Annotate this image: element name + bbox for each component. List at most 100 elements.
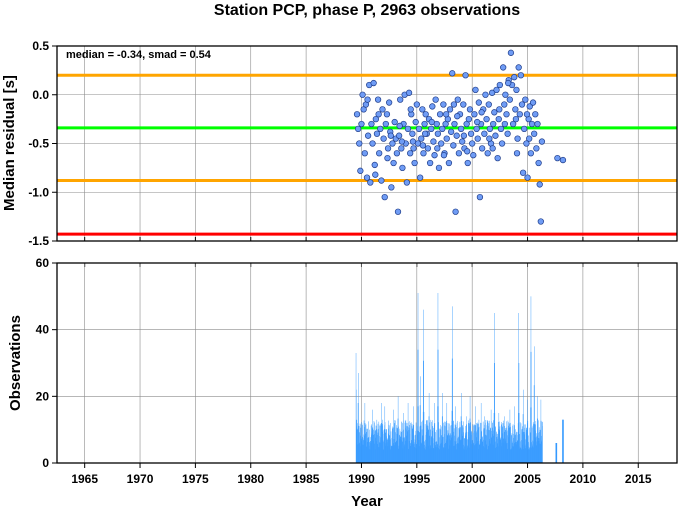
residual-point	[523, 140, 530, 147]
residual-point	[372, 115, 380, 123]
residual-point	[440, 152, 448, 159]
residual-point	[478, 109, 485, 116]
residual-point	[428, 125, 435, 133]
residual-point	[398, 138, 406, 145]
residual-point	[472, 86, 479, 94]
residual-point	[380, 135, 387, 142]
observations-panel: 0 20 40 60 1965 1970 1975 1980 1985 1990 1995 2000…	[7, 256, 678, 510]
chart-title: Station PCP, phase P, 2963 observations	[214, 2, 520, 19]
residual-point	[353, 111, 361, 118]
residual-point	[410, 145, 417, 152]
residual-point	[476, 193, 484, 201]
residual-point	[474, 135, 481, 142]
year-x-ticks: 1965 1970 1975 1980 1985 1990 1995 2000 2005 2010…	[71, 463, 652, 486]
observations-tick-label: 40	[36, 323, 50, 337]
residual-point	[364, 96, 371, 103]
residual-y-ticks: -1.5 -1.0 -0.5 0.0 0.5	[28, 39, 57, 248]
residual-point	[505, 79, 512, 87]
residual-point	[526, 135, 533, 142]
residual-point	[405, 89, 413, 96]
residual-point	[478, 145, 486, 152]
residual-tick-label: -0.5	[28, 137, 49, 151]
residual-point	[432, 96, 439, 103]
residual-point	[496, 106, 503, 113]
residual-tick-label: -1.0	[28, 185, 49, 199]
residual-point	[390, 159, 397, 167]
residual-point	[512, 115, 520, 123]
residual-point	[450, 142, 457, 149]
residual-point	[470, 152, 477, 159]
residual-point	[536, 181, 543, 188]
residual-point	[519, 169, 527, 176]
residual-point	[486, 125, 494, 133]
residual-y-label: Median residual [s]	[1, 75, 18, 211]
residual-point	[443, 111, 450, 118]
residual-point	[521, 125, 528, 133]
observations-tick-label: 20	[36, 389, 50, 403]
residual-point	[514, 135, 521, 142]
residual-point	[364, 132, 372, 139]
residual-point	[428, 118, 435, 126]
residual-point	[462, 72, 469, 79]
residual-point	[388, 184, 395, 191]
residual-point	[379, 106, 386, 113]
residual-point	[426, 159, 434, 167]
residual-point	[507, 49, 515, 56]
residual-point	[424, 145, 432, 152]
residual-point	[474, 118, 481, 126]
residual-point	[450, 101, 458, 108]
residual-panel: -1.5 -1.0 -0.5 0.0 0.5 median = -0.34, smad …	[1, 39, 678, 267]
residual-point	[407, 106, 414, 113]
residual-point	[465, 115, 473, 123]
observations-frame	[56, 262, 678, 464]
residual-point	[483, 115, 490, 123]
residual-point	[372, 171, 379, 178]
residual-point	[378, 177, 385, 184]
residual-point	[506, 96, 513, 103]
residual-point	[415, 125, 423, 133]
residual-point	[440, 101, 447, 108]
residual-point	[528, 120, 536, 128]
residual-point	[515, 64, 522, 71]
residual-point	[500, 64, 507, 71]
year-tick-label: 1975	[182, 472, 209, 486]
residual-point	[429, 103, 436, 110]
residual-point	[397, 96, 404, 103]
year-tick-label: 1995	[403, 472, 430, 486]
residual-point	[393, 150, 401, 157]
residual-point	[436, 111, 444, 118]
residual-point	[537, 218, 544, 225]
residual-point	[430, 138, 437, 145]
residual-point	[513, 150, 521, 157]
residual-point	[357, 167, 364, 174]
residual-tick-label: 0.5	[32, 39, 49, 53]
residual-point	[509, 120, 517, 128]
year-tick-label: 1965	[71, 472, 98, 486]
year-tick-label: 2005	[514, 472, 541, 486]
year-tick-label: 2000	[459, 472, 486, 486]
observations-tick-label: 0	[42, 456, 49, 470]
year-tick-label: 2010	[570, 472, 597, 486]
observations-tick-label: 60	[36, 256, 50, 270]
residual-point	[387, 132, 394, 139]
residual-point	[361, 150, 368, 157]
residual-point	[363, 174, 371, 181]
residual-point	[367, 179, 374, 186]
reference-lines	[57, 73, 677, 236]
residual-point	[356, 140, 363, 147]
residual-point	[398, 145, 405, 152]
residual-point	[411, 159, 418, 167]
residual-tick-label: 0.0	[32, 88, 49, 102]
residual-point	[446, 106, 454, 113]
residual-point	[419, 106, 426, 113]
residual-point	[532, 111, 539, 118]
residual-point	[389, 140, 396, 147]
observations-y-label: Observations	[7, 315, 24, 411]
residual-point	[526, 103, 533, 110]
residual-point	[464, 148, 471, 155]
residual-point	[501, 120, 508, 128]
residual-point	[486, 135, 493, 142]
residual-point	[369, 140, 376, 147]
residual-point	[485, 101, 492, 108]
